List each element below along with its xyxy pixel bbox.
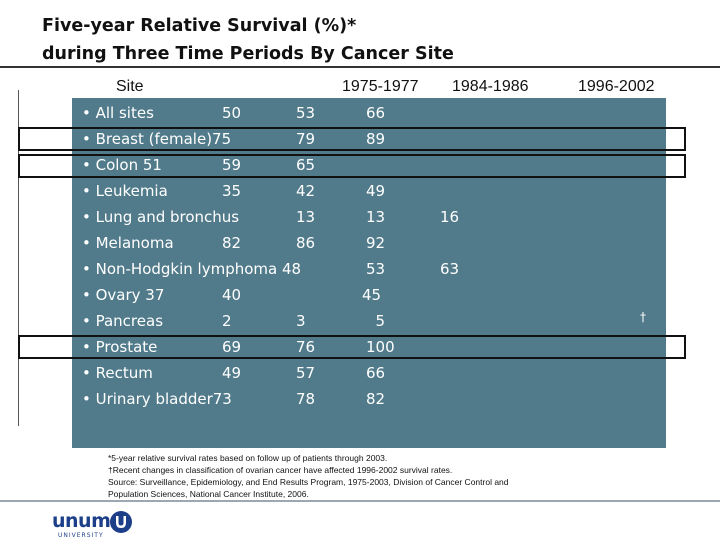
table-row: • Prostate 69 76 100 — [72, 334, 666, 360]
site-label: • Urinary bladder73 — [82, 390, 232, 408]
cell-value: 40 — [222, 286, 242, 304]
survival-table: • All sites 50 53 66 • Breast (female)75… — [72, 98, 666, 448]
table-row: • Rectum 49 57 66 — [72, 360, 666, 386]
cell-value: 16 — [440, 208, 460, 226]
cell-value: 53 — [296, 104, 316, 122]
cell-value: 79 — [296, 130, 316, 148]
cell-value: 66 — [366, 364, 386, 382]
cell-value: 57 — [296, 364, 316, 382]
logo-subtext: UNIVERSITY — [58, 532, 104, 539]
site-label: • Breast (female)75 — [82, 130, 232, 148]
site-label: • Leukemia — [82, 182, 168, 200]
highlight-box-breast — [18, 127, 686, 151]
table-row: • Ovary 37 40 45 — [72, 282, 666, 308]
cell-value: 3 — [296, 312, 306, 330]
cell-value: 49 — [366, 182, 386, 200]
cell-value: 82 — [366, 390, 386, 408]
site-label: • Melanoma — [82, 234, 174, 252]
cell-value: 49 — [222, 364, 242, 382]
cell-value: 82 — [222, 234, 242, 252]
table-row: • All sites 50 53 66 — [72, 100, 666, 126]
table-row: • Colon 51 59 65 — [72, 152, 666, 178]
slide-title-line2: during Three Time Periods By Cancer Site — [42, 44, 454, 64]
cell-value: 86 — [296, 234, 316, 252]
footer-divider — [0, 500, 720, 502]
table-row: • Non-Hodgkin lymphoma 48 53 63 — [72, 256, 666, 282]
header-1996-2002: 1996-2002 — [578, 78, 655, 95]
cell-value: 69 — [222, 338, 242, 356]
table-row: • Urinary bladder73 78 82 — [72, 386, 666, 412]
cell-value: 100 — [366, 338, 395, 356]
table-row: • Breast (female)75 79 89 — [72, 126, 666, 152]
cell-value: 65 — [296, 156, 316, 174]
cell-value: 78 — [296, 390, 316, 408]
footnote-line: †Recent changes in classification of ova… — [108, 465, 453, 475]
site-label: • Rectum — [82, 364, 153, 382]
site-label: • Lung and bronchus — [82, 208, 240, 226]
cell-value: 42 — [296, 182, 316, 200]
table-row: • Lung and bronchus 13 13 16 — [72, 204, 666, 230]
highlight-box-prostate — [18, 335, 686, 359]
footnote: *5-year relative survival rates based on… — [108, 452, 648, 500]
cell-value: 50 — [222, 104, 242, 122]
cell-value: 76 — [296, 338, 316, 356]
cell-value: 63 — [440, 260, 460, 278]
site-label: • Pancreas — [82, 312, 164, 330]
logo-emblem-icon — [110, 511, 132, 533]
cell-value: 13 — [296, 208, 316, 226]
footnote-line: *5-year relative survival rates based on… — [108, 453, 388, 463]
table-row: • Pancreas 2 3 5 — [72, 308, 666, 334]
site-label: • Colon 51 — [82, 156, 162, 174]
title-divider — [0, 66, 720, 68]
cell-value: 92 — [366, 234, 386, 252]
header-1975-1977: 1975-1977 — [342, 78, 419, 95]
cell-value: 5 — [366, 312, 386, 330]
highlight-box-colon — [18, 154, 686, 178]
header-1984-1986: 1984-1986 — [452, 78, 529, 95]
cell-value: 89 — [366, 130, 386, 148]
cell-value: 35 — [222, 182, 242, 200]
left-divider — [18, 90, 19, 426]
cell-value: 45 — [362, 286, 382, 304]
site-label: • Prostate — [82, 338, 158, 356]
site-label: • Ovary 37 — [82, 286, 165, 304]
cell-value: 2 — [222, 312, 232, 330]
footnote-line: Population Sciences, National Cancer Ins… — [108, 489, 309, 499]
footnote-line: Source: Surveillance, Epidemiology, and … — [108, 477, 509, 487]
dagger-mark: † — [640, 310, 646, 324]
slide-title-line1: Five-year Relative Survival (%)* — [42, 16, 357, 36]
cell-value: 53 — [366, 260, 386, 278]
table-row: • Leukemia 35 42 49 — [72, 178, 666, 204]
site-label: • All sites — [82, 104, 154, 122]
cell-value: 13 — [366, 208, 386, 226]
cell-value: 66 — [366, 104, 386, 122]
header-site: Site — [116, 78, 144, 95]
table-row: • Melanoma 82 86 92 — [72, 230, 666, 256]
site-label: • Non-Hodgkin lymphoma 48 — [82, 260, 302, 278]
cell-value: 59 — [222, 156, 242, 174]
logo-wordmark: unum — [52, 510, 111, 532]
slide-title: Five-year Relative Survival (%)* during … — [42, 12, 454, 68]
